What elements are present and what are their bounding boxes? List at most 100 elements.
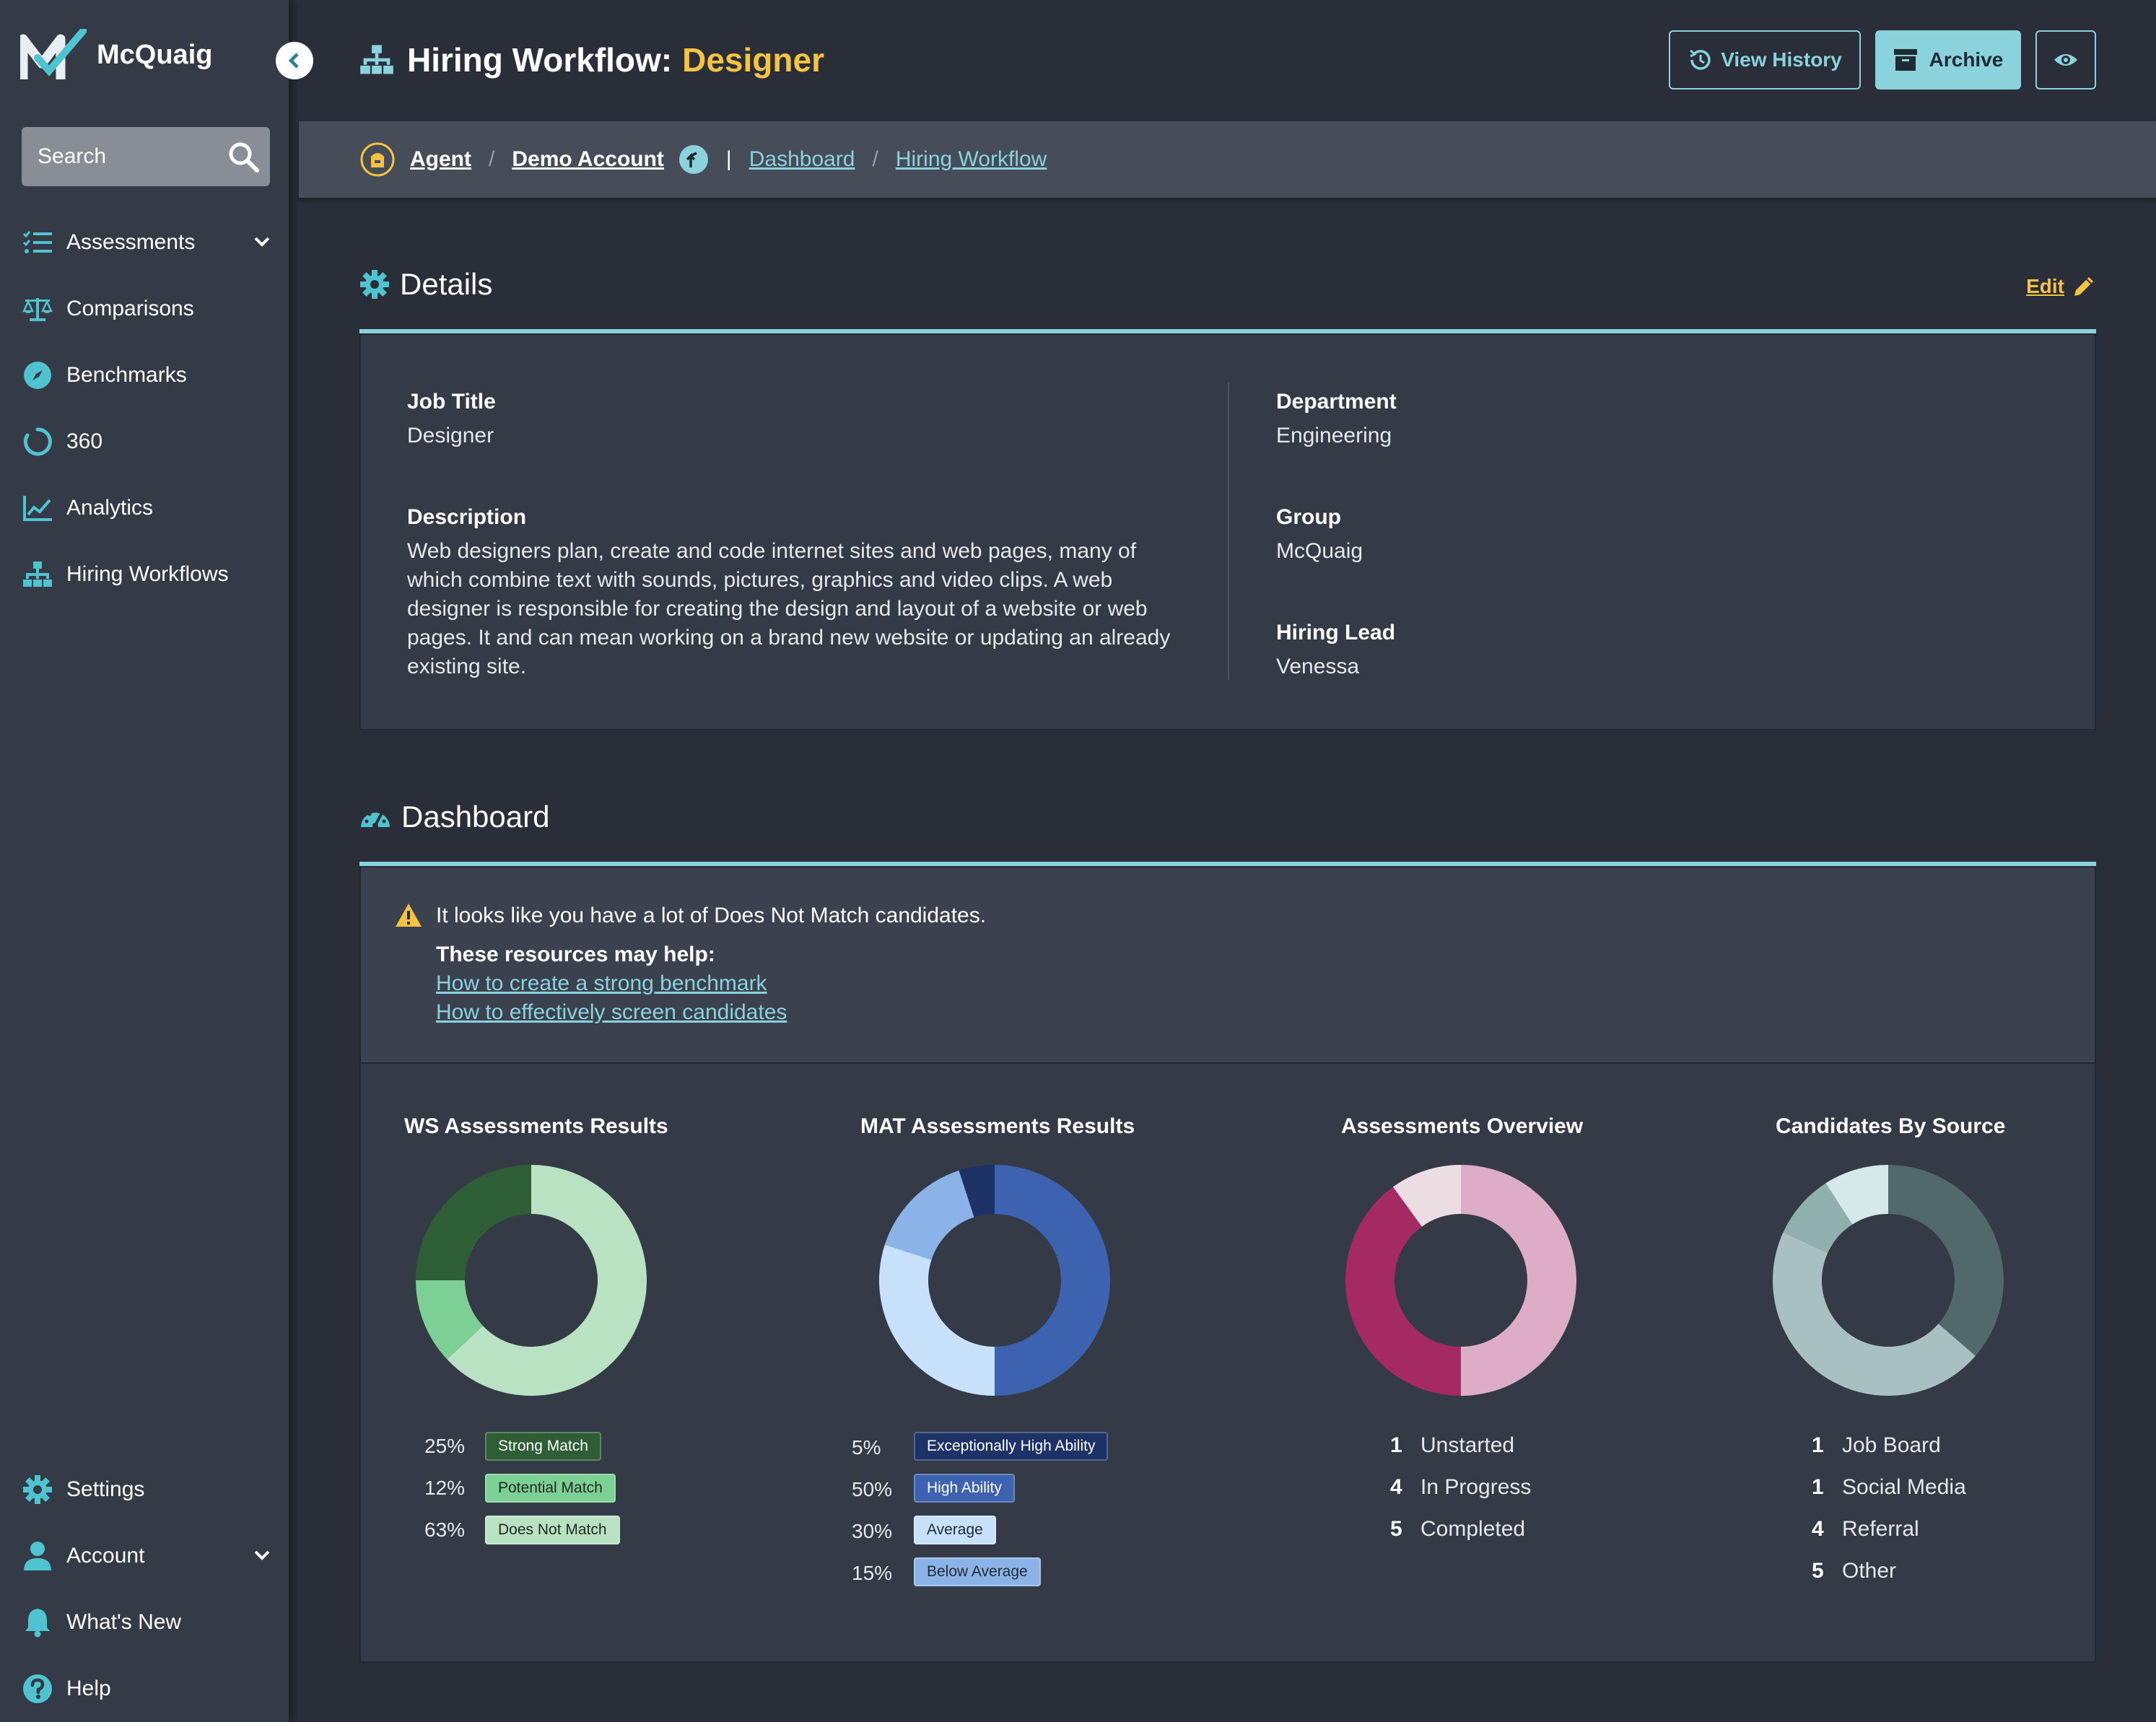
chart-title: WS Assessments Results — [404, 1114, 668, 1138]
department-label: Department — [1276, 390, 1397, 414]
legend-value: 1 — [1812, 1475, 1824, 1499]
legend-label: High Ability — [914, 1474, 1015, 1503]
donut-slice-completed[interactable] — [1461, 1165, 1576, 1396]
bell-icon — [22, 1607, 53, 1638]
donut-slice-in-progress[interactable] — [1345, 1186, 1461, 1396]
breadcrumb: Agent / Demo Account | Dashboard / Hirin… — [359, 141, 1047, 178]
user-icon — [22, 1540, 53, 1572]
tachometer-icon — [361, 812, 390, 829]
breadcrumb-pipe: | — [725, 147, 732, 171]
preview-button[interactable] — [2035, 30, 2096, 89]
job-title-label: Job Title — [407, 390, 496, 414]
donut-slice-other[interactable] — [1773, 1232, 1976, 1396]
description-label: Description — [407, 505, 527, 529]
sidebar-item-assessments[interactable]: Assessments — [22, 221, 274, 264]
chart-title: Assessments Overview — [1341, 1114, 1584, 1138]
donut-slice-strong-match[interactable] — [416, 1165, 531, 1280]
donut-slice-does-not-match[interactable] — [447, 1165, 647, 1396]
sitemap-icon — [22, 559, 53, 590]
chevron-down-icon[interactable] — [253, 1546, 271, 1570]
view-history-button[interactable]: View History — [1669, 30, 1861, 89]
resources-label: These resources may help: — [436, 943, 715, 966]
chevron-down-icon[interactable] — [253, 232, 271, 257]
warning-icon — [396, 904, 422, 927]
legend-value: 4 — [1812, 1517, 1824, 1541]
legend-value: 15% — [852, 1562, 893, 1584]
legend-value: 25% — [424, 1435, 466, 1457]
donut-slice-social-media[interactable] — [1783, 1183, 1853, 1253]
circle-notch-icon — [22, 426, 53, 458]
breadcrumb-bar: Agent / Demo Account | Dashboard / Hirin… — [299, 121, 2156, 198]
donut-slice-unstarted[interactable] — [1392, 1165, 1461, 1227]
page-title-prefix: Hiring Workflow: — [407, 41, 673, 79]
pencil-icon — [2074, 277, 2093, 296]
assessments-overview-donut — [1345, 1165, 1576, 1396]
dashboard-title: Dashboard — [401, 800, 550, 834]
sidebar: McQuaig Assessments Comparisons — [0, 0, 289, 1722]
legend-label: Referral — [1842, 1517, 1919, 1541]
details-heading: Details — [359, 267, 492, 302]
sidebar-item-comparisons[interactable]: Comparisons — [22, 287, 274, 331]
legend-value: 5 — [1812, 1559, 1824, 1583]
legend-label: Job Board — [1842, 1433, 1941, 1457]
sidebar-item-help[interactable]: Help — [22, 1667, 274, 1710]
breadcrumb-hiring-workflow[interactable]: Hiring Workflow — [895, 147, 1047, 171]
sidebar-item-label: What's New — [66, 1610, 182, 1634]
edit-label: Edit — [2026, 275, 2064, 297]
agent-badge-icon — [360, 142, 395, 177]
view-history-label: View History — [1721, 48, 1842, 71]
breadcrumb-account[interactable]: Demo Account — [512, 147, 664, 171]
donut-slice-exceptionally-high-ability[interactable] — [959, 1165, 995, 1218]
donut-slice-potential-match[interactable] — [416, 1280, 483, 1360]
breadcrumb-agent[interactable]: Agent — [410, 147, 471, 171]
legend-label: Completed — [1420, 1517, 1526, 1541]
sidebar-item-label: 360 — [66, 429, 103, 453]
sidebar-item-label: Hiring Workflows — [66, 562, 229, 586]
legend-label: In Progress — [1420, 1475, 1532, 1499]
sidebar-item-label: Account — [66, 1544, 145, 1568]
details-column-divider — [1228, 383, 1229, 680]
search-input[interactable] — [36, 144, 219, 170]
resource-link-screen[interactable]: How to effectively screen candidates — [436, 1000, 787, 1024]
brand-name: McQuaig — [97, 39, 213, 70]
breadcrumb-dashboard[interactable]: Dashboard — [749, 147, 855, 171]
sidebar-item-settings[interactable]: Settings — [22, 1468, 274, 1511]
donut-slice-referral[interactable] — [1888, 1165, 2004, 1356]
edit-details-link[interactable]: Edit — [2026, 274, 2096, 299]
search-icon[interactable] — [227, 140, 260, 177]
search-box — [22, 127, 270, 186]
ws-results-donut — [416, 1165, 647, 1396]
sidebar-item-label: Assessments — [66, 230, 196, 254]
sidebar-item-account[interactable]: Account — [22, 1534, 274, 1578]
legend-value: 4 — [1390, 1475, 1402, 1499]
donut-slice-average[interactable] — [879, 1244, 995, 1396]
brand-logo[interactable]: McQuaig — [20, 29, 212, 81]
legend-value: 30% — [852, 1520, 893, 1542]
sidebar-item-whats-new[interactable]: What's New — [22, 1601, 274, 1644]
archive-button[interactable]: Archive — [1875, 30, 2021, 89]
legend-label: Below Average — [914, 1557, 1041, 1586]
question-circle-icon — [22, 1673, 53, 1705]
sidebar-item-360[interactable]: 360 — [22, 420, 274, 463]
legend-value: 63% — [424, 1518, 466, 1541]
sidebar-item-benchmarks[interactable]: Benchmarks — [22, 354, 274, 397]
resource-link-benchmark[interactable]: How to create a strong benchmark — [436, 971, 767, 995]
details-title: Details — [400, 267, 493, 301]
legend-label: Exceptionally High Ability — [914, 1432, 1109, 1461]
balance-scale-icon — [22, 293, 53, 325]
description-value: Web designers plan, create and code inte… — [407, 539, 1171, 678]
legend-label: Does Not Match — [485, 1516, 620, 1544]
chevron-left-icon — [288, 53, 299, 69]
switch-account-icon[interactable] — [678, 144, 709, 175]
collapse-sidebar-button[interactable] — [276, 42, 313, 79]
donut-slice-below-average[interactable] — [884, 1170, 974, 1260]
sidebar-item-analytics[interactable]: Analytics — [22, 486, 274, 530]
group-value: McQuaig — [1276, 539, 1363, 563]
archive-icon — [1893, 49, 1917, 71]
sidebar-item-label: Benchmarks — [66, 363, 187, 387]
sidebar-item-hiring-workflows[interactable]: Hiring Workflows — [22, 553, 274, 596]
donut-slice-job-board[interactable] — [1825, 1165, 1888, 1225]
donut-slice-high-ability[interactable] — [995, 1165, 1110, 1396]
legend-value: 1 — [1390, 1433, 1402, 1457]
hiring-lead-value: Venessa — [1276, 655, 1360, 678]
